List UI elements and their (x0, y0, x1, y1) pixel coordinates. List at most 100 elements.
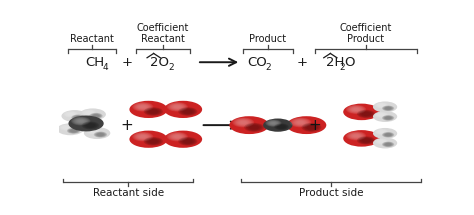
Text: Coefficient: Coefficient (137, 23, 189, 33)
Text: +: + (308, 118, 321, 133)
Circle shape (94, 132, 107, 138)
Circle shape (358, 137, 374, 144)
Circle shape (382, 142, 394, 147)
Circle shape (87, 129, 99, 134)
Circle shape (82, 110, 95, 115)
Circle shape (375, 112, 388, 118)
Circle shape (145, 138, 161, 145)
Text: Coefficient: Coefficient (340, 23, 392, 33)
Circle shape (349, 133, 363, 139)
Circle shape (129, 101, 168, 118)
Circle shape (82, 121, 99, 129)
Circle shape (178, 107, 197, 116)
Circle shape (291, 118, 310, 127)
Circle shape (61, 125, 72, 130)
Circle shape (385, 117, 391, 119)
Circle shape (375, 138, 388, 144)
Circle shape (84, 110, 93, 115)
Circle shape (60, 124, 73, 131)
Circle shape (148, 139, 158, 144)
Text: +: + (296, 56, 307, 69)
Circle shape (305, 124, 318, 131)
Circle shape (348, 132, 364, 140)
Circle shape (97, 133, 104, 136)
Circle shape (346, 105, 366, 114)
Circle shape (266, 120, 281, 126)
Circle shape (74, 118, 87, 124)
Circle shape (385, 133, 391, 136)
Circle shape (82, 109, 96, 116)
Circle shape (64, 111, 78, 118)
Circle shape (86, 128, 100, 135)
Circle shape (373, 111, 397, 122)
Circle shape (377, 130, 386, 134)
Circle shape (129, 131, 168, 148)
Circle shape (247, 124, 261, 131)
Circle shape (384, 116, 392, 120)
Circle shape (265, 120, 282, 127)
Text: Reactant side: Reactant side (92, 187, 164, 198)
Circle shape (276, 124, 286, 129)
Circle shape (229, 116, 269, 134)
Circle shape (96, 132, 105, 137)
Circle shape (376, 129, 387, 134)
Circle shape (375, 139, 387, 144)
Circle shape (91, 114, 100, 118)
Circle shape (347, 132, 365, 140)
Text: Product side: Product side (299, 187, 364, 198)
Circle shape (80, 108, 106, 120)
Circle shape (278, 125, 285, 129)
Circle shape (382, 132, 394, 138)
Circle shape (373, 101, 397, 112)
Circle shape (246, 124, 263, 131)
Circle shape (375, 129, 388, 135)
Circle shape (84, 127, 110, 139)
Circle shape (183, 109, 193, 114)
Circle shape (74, 116, 82, 119)
Circle shape (64, 111, 77, 117)
Circle shape (136, 104, 150, 110)
Circle shape (382, 106, 394, 111)
Circle shape (132, 132, 153, 141)
Circle shape (73, 118, 88, 124)
Circle shape (377, 139, 386, 143)
Circle shape (180, 138, 196, 145)
Text: 2: 2 (168, 63, 174, 72)
Circle shape (68, 115, 104, 131)
Circle shape (145, 108, 161, 115)
Circle shape (290, 118, 311, 127)
Circle shape (65, 112, 76, 117)
Circle shape (73, 115, 83, 120)
Circle shape (267, 120, 280, 126)
Circle shape (62, 125, 71, 130)
Circle shape (360, 111, 373, 117)
Circle shape (234, 118, 253, 127)
Circle shape (87, 128, 100, 134)
Circle shape (83, 110, 94, 115)
Circle shape (88, 129, 98, 134)
Circle shape (178, 137, 197, 146)
Circle shape (62, 110, 88, 122)
Circle shape (306, 125, 317, 130)
Circle shape (70, 129, 77, 132)
Circle shape (384, 133, 392, 137)
Circle shape (375, 112, 387, 118)
Circle shape (383, 116, 393, 120)
Circle shape (375, 102, 388, 108)
Circle shape (349, 106, 363, 112)
Circle shape (164, 101, 202, 118)
Circle shape (133, 103, 152, 111)
Text: 2H: 2H (326, 56, 345, 69)
Circle shape (358, 111, 374, 117)
Circle shape (275, 124, 288, 130)
Circle shape (232, 118, 254, 127)
Circle shape (90, 113, 102, 119)
Circle shape (377, 113, 386, 117)
Circle shape (71, 117, 91, 126)
Circle shape (263, 118, 292, 132)
Circle shape (135, 133, 151, 140)
Circle shape (67, 128, 80, 134)
Text: 2O: 2O (150, 56, 169, 69)
Circle shape (167, 102, 188, 112)
Circle shape (144, 107, 163, 116)
